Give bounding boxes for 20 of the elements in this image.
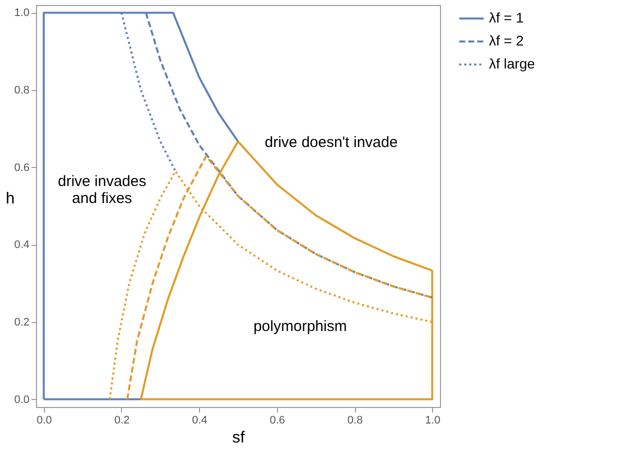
x-tick-label: 0.2 bbox=[114, 414, 130, 426]
x-tick-label: 0.0 bbox=[36, 414, 52, 426]
y-tick-label: 0.6 bbox=[14, 162, 30, 174]
x-axis-title: sf bbox=[232, 430, 246, 446]
y-tick-label: 0.2 bbox=[14, 316, 30, 328]
legend-label: λf large bbox=[489, 56, 536, 72]
annotation: polymorphism bbox=[253, 318, 347, 335]
annotation: drive invades and fixes bbox=[58, 172, 146, 207]
x-tick-label: 1.0 bbox=[425, 414, 440, 426]
x-tick-label: 0.8 bbox=[347, 414, 363, 426]
y-axis-title: h bbox=[6, 190, 15, 208]
y-tick-label: 0.0 bbox=[14, 394, 30, 406]
x-tick-label: 0.4 bbox=[192, 414, 208, 426]
legend-label: λf = 1 bbox=[489, 10, 524, 26]
x-tick-label: 0.6 bbox=[270, 414, 285, 426]
y-tick-label: 1.0 bbox=[14, 7, 30, 20]
y-tick-label: 0.4 bbox=[14, 239, 30, 252]
legend-label: λf = 2 bbox=[489, 32, 524, 48]
annotation: drive doesn't invade bbox=[264, 134, 398, 152]
y-tick-label: 0.8 bbox=[14, 84, 30, 97]
